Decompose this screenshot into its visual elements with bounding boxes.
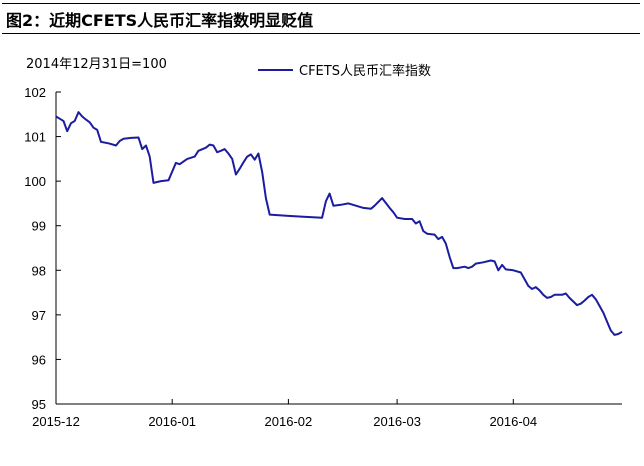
legend-label: CFETS人民币汇率指数 [299,63,431,79]
y-tick-label: 99 [32,219,46,234]
y-tick-label: 96 [32,352,46,367]
title-rule-bottom [2,33,640,34]
y-tick-label: 101 [24,130,46,145]
x-tick-label: 2016-02 [265,414,313,429]
axes [55,92,622,405]
y-axis-ticks: 95 96 97 98 99 100 101 102 [24,85,61,412]
y-tick-label: 102 [24,85,46,100]
y-tick-label: 97 [32,308,46,323]
x-tick-label: 2016-03 [373,414,421,429]
series-line [55,111,623,336]
x-tick-label: 2016-04 [489,414,537,429]
x-tick-label: 2015-12 [32,414,80,429]
legend: CFETS人民币汇率指数 [258,63,431,79]
figure-title: 图2：近期CFETS人民币汇率指数明显贬值 [6,11,314,30]
series-layer [55,111,623,336]
y-tick-label: 100 [24,174,46,189]
y-tick-label: 98 [32,263,46,278]
x-axis-ticks: 2015-12 2016-01 2016-02 2016-03 2016-04 [32,399,537,429]
y-tick-label: 95 [32,397,46,412]
base-note: 2014年12月31日=100 [26,57,167,72]
x-tick-label: 2016-01 [148,414,196,429]
title-rule-top [2,3,640,4]
